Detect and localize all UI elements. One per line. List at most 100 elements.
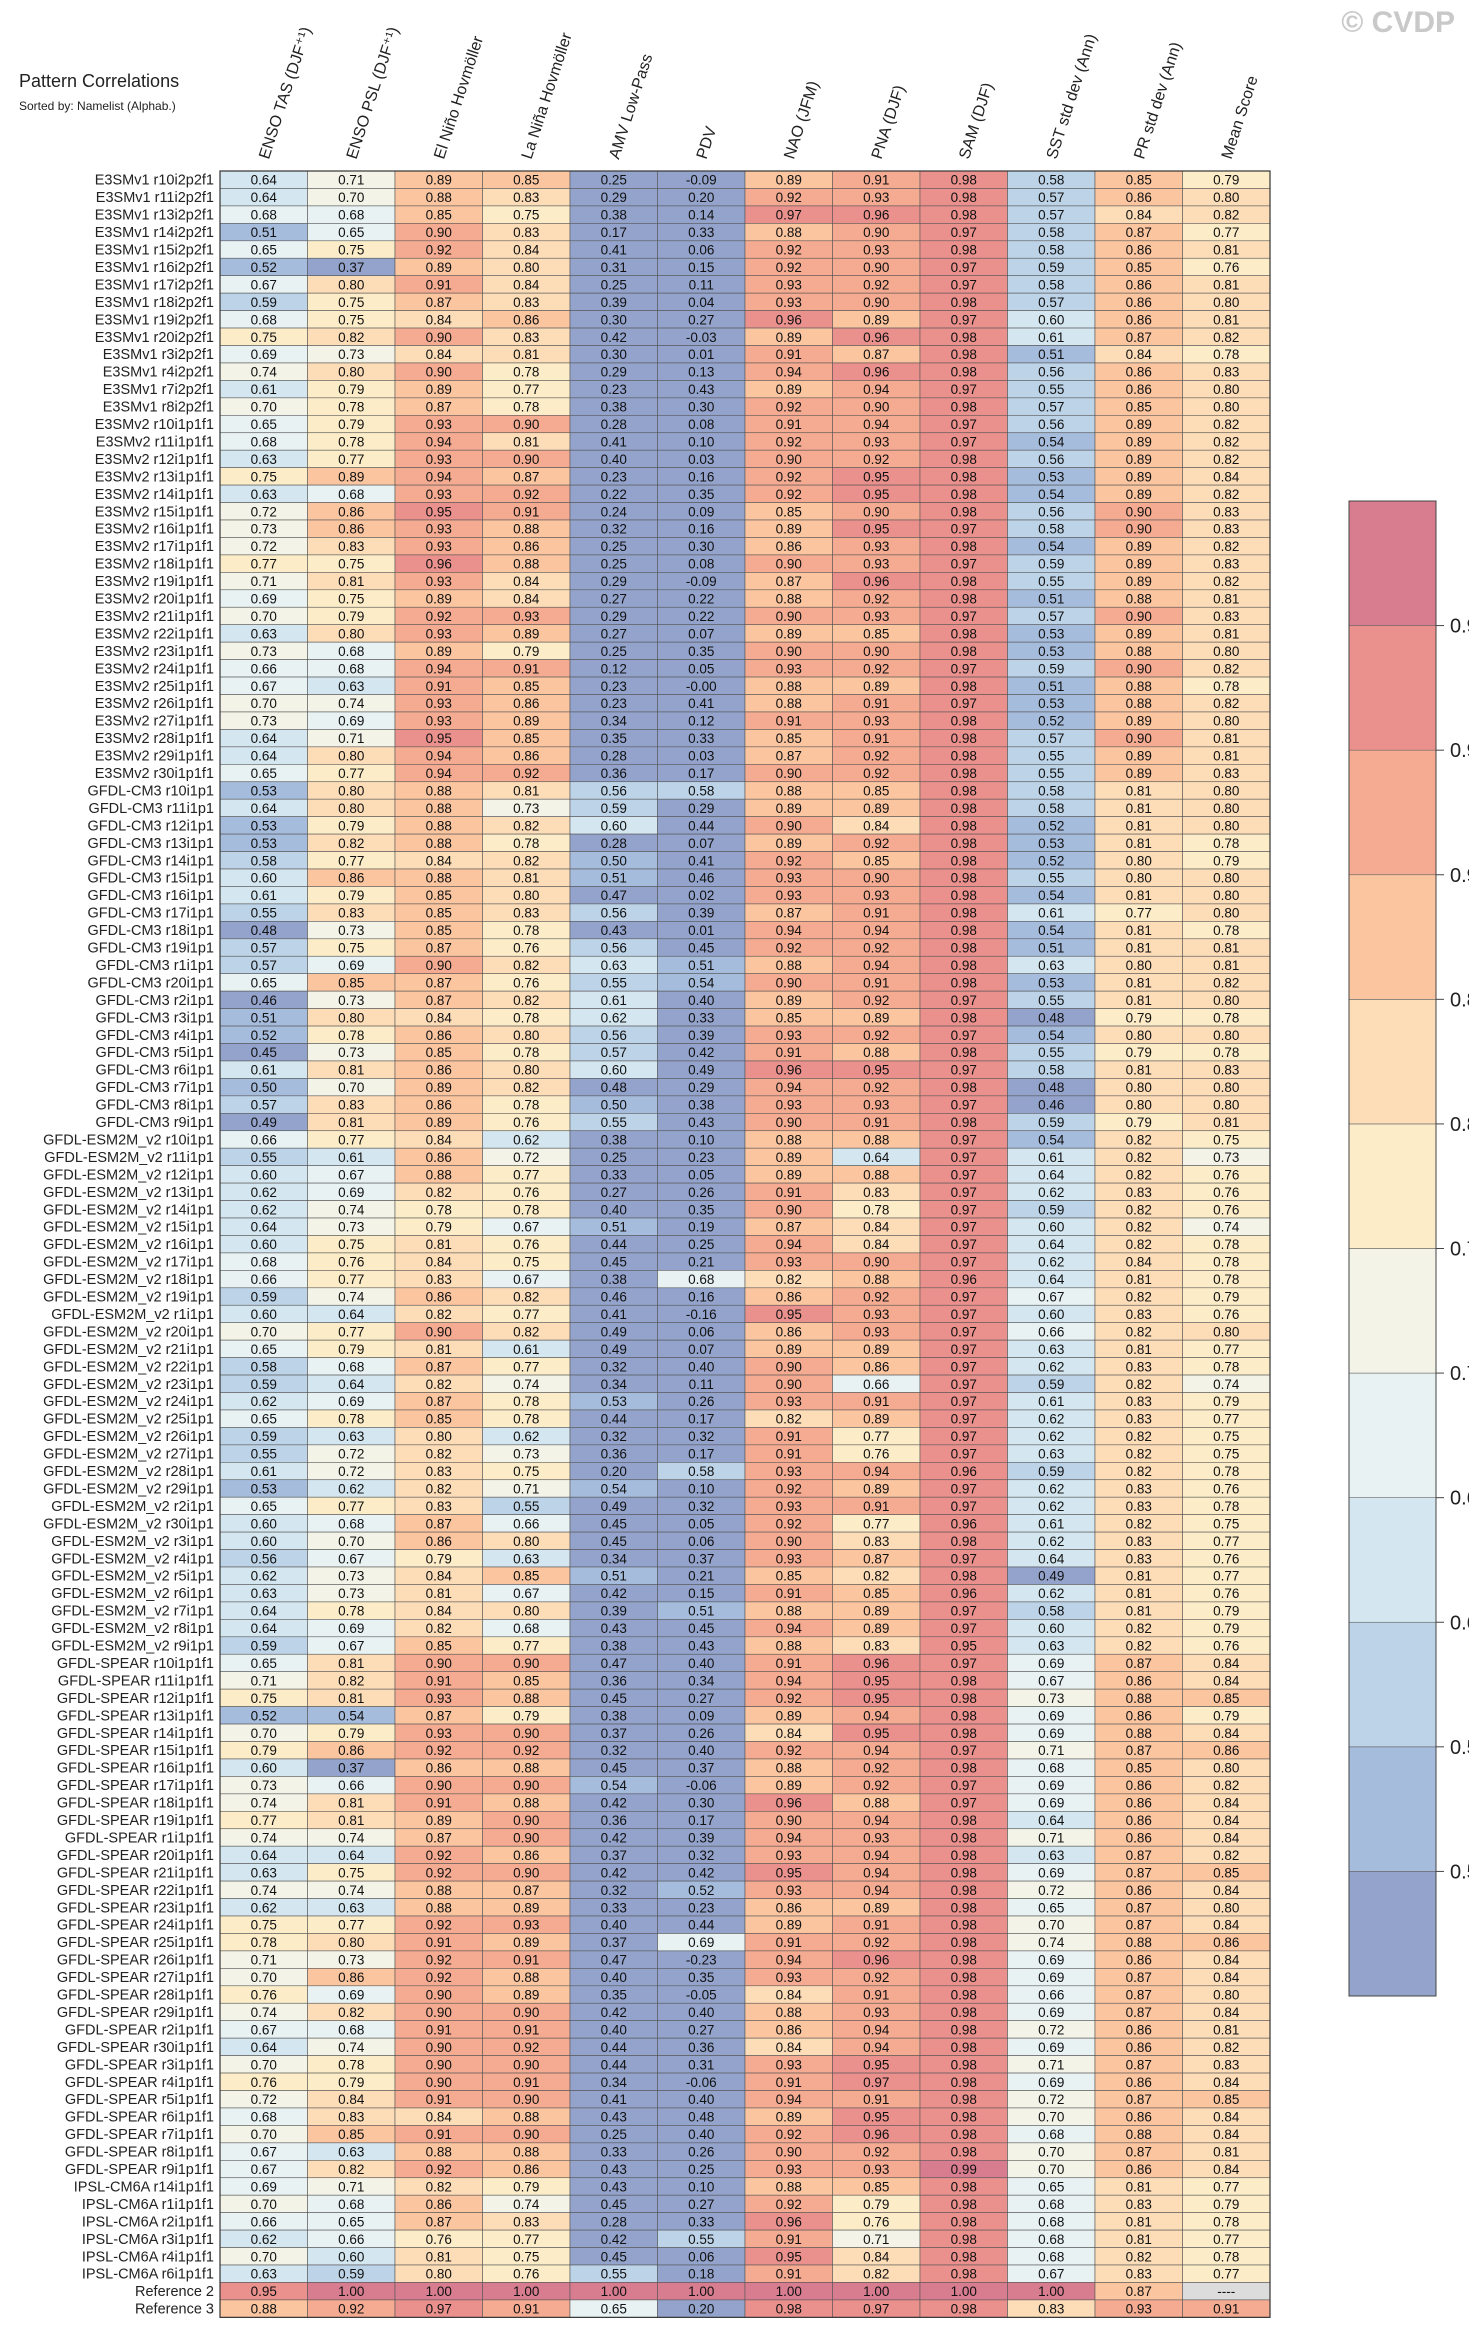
- cell-value: 0.85: [776, 1569, 802, 1584]
- row-label: GFDL-CM3 r2i1p1: [96, 993, 214, 1009]
- row-label: GFDL-CM3 r12i1p1: [87, 818, 214, 834]
- cell-value: 0.88: [426, 1167, 452, 1182]
- cell-value: 0.68: [338, 1359, 364, 1374]
- cell-value: 0.94: [863, 1708, 890, 1723]
- cell-value: 0.62: [251, 1900, 277, 1915]
- cell-value: 0.70: [1038, 2145, 1064, 2160]
- row-label: GFDL-CM3 r13i1p1: [87, 836, 214, 852]
- cell-value: 0.89: [776, 1167, 802, 1182]
- cell-value: 0.76: [513, 1185, 539, 1200]
- cell-value: 0.69: [251, 592, 277, 607]
- row-label: IPSL-CM6A r2i1p1f1: [82, 2214, 214, 2230]
- row-label: GFDL-ESM2M_v2 r20i1p1: [43, 1324, 214, 1340]
- row-label: E3SMv2 r27i1p1f1: [95, 714, 214, 730]
- cell-value: 0.98: [776, 2302, 802, 2317]
- cell-value: 0.91: [513, 504, 539, 519]
- cell-value: 0.54: [688, 975, 715, 990]
- cell-value: 0.94: [863, 923, 890, 938]
- cell-value: 0.73: [251, 522, 277, 537]
- cell-value: 0.89: [513, 714, 539, 729]
- cell-value: 0.55: [601, 975, 627, 990]
- cell-value: 0.94: [863, 1743, 890, 1758]
- cell-value: 0.82: [513, 1080, 539, 1095]
- cell-value: 0.71: [338, 2179, 364, 2194]
- cell-value: 0.01: [688, 923, 714, 938]
- cell-value: 0.98: [951, 1534, 977, 1549]
- cell-value: 0.97: [951, 1778, 977, 1793]
- cell-value: 0.57: [601, 1045, 627, 1060]
- cell-value: 0.75: [338, 312, 364, 327]
- cell-value: 0.89: [863, 1010, 889, 1025]
- cell-value: 0.70: [251, 696, 277, 711]
- cell-value: 0.09: [688, 504, 714, 519]
- cell-value: 0.77: [1213, 1412, 1239, 1427]
- cell-value: 0.58: [251, 853, 277, 868]
- colorbar-segment: [1348, 1621, 1437, 1748]
- cell-value: 0.91: [426, 1935, 452, 1950]
- cell-value: 0.94: [863, 1464, 890, 1479]
- cell-value: 0.97: [951, 417, 977, 432]
- cell-value: 0.80: [513, 1028, 539, 1043]
- cell-value: 0.77: [1126, 906, 1152, 921]
- cell-value: 0.78: [1213, 1045, 1239, 1060]
- cell-value: 0.82: [1126, 1220, 1152, 1235]
- cell-value: 0.55: [1038, 749, 1064, 764]
- cell-value: 0.78: [1213, 679, 1239, 694]
- cell-value: 0.84: [513, 243, 540, 258]
- cell-value: 0.37: [688, 1761, 714, 1776]
- cell-value: 0.79: [1213, 173, 1239, 188]
- cell-value: 0.74: [251, 1796, 278, 1811]
- cell-value: 0.85: [863, 783, 889, 798]
- cell-value: 0.80: [338, 783, 364, 798]
- cell-value: 0.83: [426, 1464, 452, 1479]
- cell-value: 0.52: [688, 1883, 714, 1898]
- cell-value: 0.72: [1038, 2092, 1064, 2107]
- cell-value: 0.75: [338, 243, 364, 258]
- cell-value: 0.83: [426, 1272, 452, 1287]
- column-header: ENSO PSL (DJF⁺¹): [344, 25, 403, 161]
- cell-value: 0.98: [951, 1691, 977, 1706]
- cell-value: 0.86: [1126, 1708, 1152, 1723]
- cell-value: 0.86: [338, 1743, 364, 1758]
- cell-value: 0.80: [513, 1604, 539, 1619]
- row-label: GFDL-ESM2M_v2 r29i1p1: [43, 1481, 214, 1497]
- cell-value: 0.91: [426, 2092, 452, 2107]
- cell-value: 0.95: [863, 2110, 889, 2125]
- cell-value: 0.83: [1213, 2057, 1239, 2072]
- cell-value: 0.27: [601, 1185, 627, 1200]
- cell-value: 0.46: [688, 871, 714, 886]
- cell-value: 0.85: [426, 1639, 452, 1654]
- cell-value: 0.91: [776, 1185, 802, 1200]
- cell-value: 1.00: [513, 2284, 539, 2299]
- cell-value: 0.78: [513, 836, 539, 851]
- cell-value: 0.94: [863, 382, 890, 397]
- cell-value: 0.83: [1213, 1063, 1239, 1078]
- cell-value: 0.91: [1213, 2302, 1239, 2317]
- cell-value: 1.00: [338, 2284, 364, 2299]
- cell-value: 0.91: [863, 2092, 889, 2107]
- cell-value: 0.92: [776, 400, 802, 415]
- cell-value: 0.88: [776, 2005, 802, 2020]
- cell-value: 0.82: [1126, 1290, 1152, 1305]
- row-label: GFDL-SPEAR r16i1p1f1: [57, 1761, 214, 1777]
- cell-value: 0.97: [951, 993, 977, 1008]
- cell-value: 0.69: [1038, 1865, 1064, 1880]
- cell-value: 0.40: [688, 2005, 714, 2020]
- cell-value: 0.71: [1038, 1743, 1064, 1758]
- cell-value: 0.98: [951, 1708, 977, 1723]
- row-label: GFDL-CM3 r15i1p1: [87, 871, 214, 887]
- cell-value: 0.78: [513, 365, 539, 380]
- cell-value: 0.94: [863, 1865, 890, 1880]
- cell-value: 0.92: [863, 1080, 889, 1095]
- cell-value: 0.70: [251, 1970, 277, 1985]
- cell-value: 0.92: [426, 1743, 452, 1758]
- cell-value: 0.98: [951, 1988, 977, 2003]
- cell-value: 0.41: [601, 1307, 627, 1322]
- cell-value: 0.81: [1126, 888, 1152, 903]
- cell-value: 0.92: [513, 2040, 539, 2055]
- cell-value: 0.55: [1038, 993, 1064, 1008]
- cell-value: 0.10: [688, 2179, 714, 2194]
- cell-value: 0.39: [601, 295, 627, 310]
- cell-value: 0.36: [688, 2040, 714, 2055]
- cell-value: 0.95: [776, 1307, 802, 1322]
